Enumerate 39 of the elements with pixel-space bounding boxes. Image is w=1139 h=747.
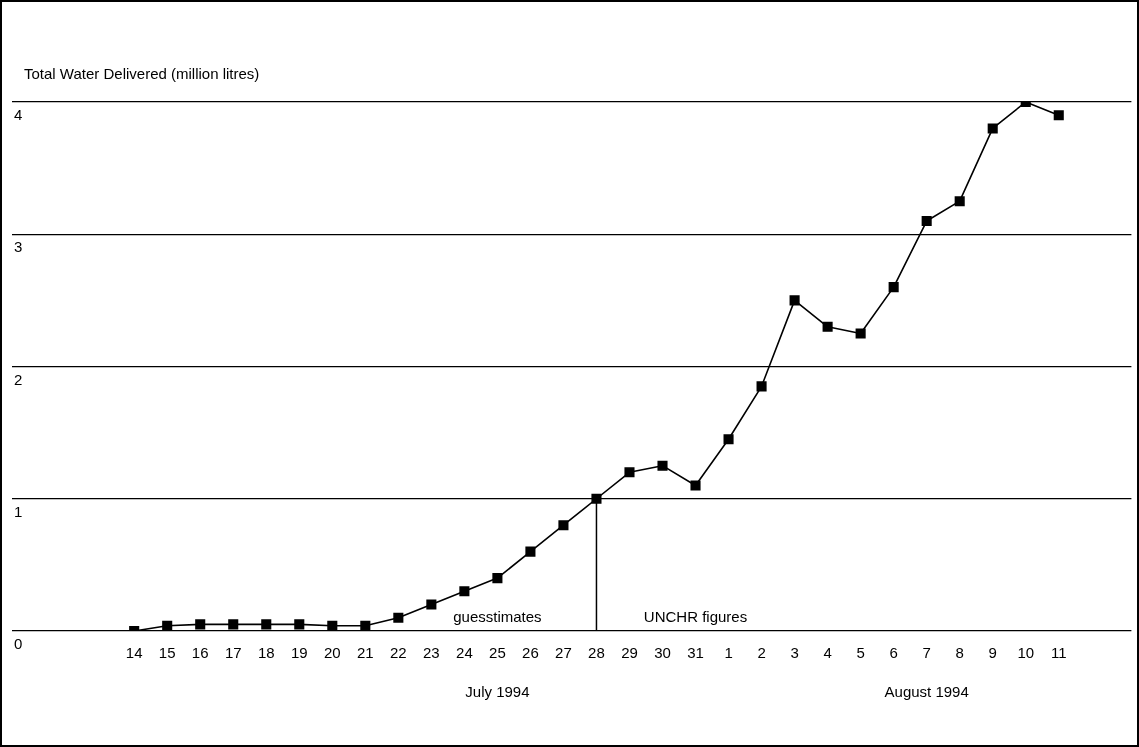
y-tick-label: 0 (14, 635, 23, 653)
annotation: guesstimates (453, 607, 542, 625)
x-tick-label: 28 (588, 644, 605, 662)
x-tick-label: 6 (889, 644, 898, 662)
x-tick-label: 19 (290, 644, 308, 662)
y-axis-title: Total Water Delivered (million litres) (24, 65, 260, 83)
x-tick-label: 8 (955, 644, 964, 662)
x-tick-label: 27 (555, 644, 572, 662)
y-tick-label: 4 (14, 106, 23, 124)
x-tick-label: 5 (856, 644, 865, 662)
x-tick-label: 7 (922, 644, 931, 662)
x-tick-label: 29 (621, 644, 638, 662)
x-tick-label: 9 (988, 644, 997, 662)
x-tick-label: 15 (158, 644, 176, 662)
annotation: UNCHR figures (643, 607, 748, 625)
x-tick-label: 25 (489, 644, 506, 662)
x-tick-label: 20 (323, 644, 341, 662)
x-tick-label: 10 (1017, 644, 1035, 662)
x-tick-label: 2 (757, 644, 766, 662)
text: August 1994 (884, 682, 969, 700)
x-tick-label: 31 (687, 644, 704, 662)
x-tick-label: 11 (1050, 644, 1067, 662)
x-tick-label: 30 (654, 644, 671, 662)
x-tick-label: 23 (423, 644, 440, 662)
x-tick-label: 21 (356, 644, 374, 662)
x-tick-label: 24 (456, 644, 473, 662)
x-tick-label: 17 (224, 644, 242, 662)
x-tick-label: 22 (390, 644, 407, 662)
y-tick-label: 1 (14, 502, 23, 520)
y-tick-label: 2 (14, 370, 23, 388)
x-tick-label: 3 (790, 644, 799, 662)
x-tick-label: 4 (823, 644, 832, 662)
y-tick-label: 3 (14, 238, 23, 256)
x-tick-label: 14 (125, 644, 143, 662)
x-tick-label: 18 (257, 644, 275, 662)
text: July 1994 (465, 682, 530, 700)
x-tick-label: 1 (724, 644, 733, 662)
x-tick-label: 16 (191, 644, 209, 662)
x-tick-label: 26 (522, 644, 539, 662)
